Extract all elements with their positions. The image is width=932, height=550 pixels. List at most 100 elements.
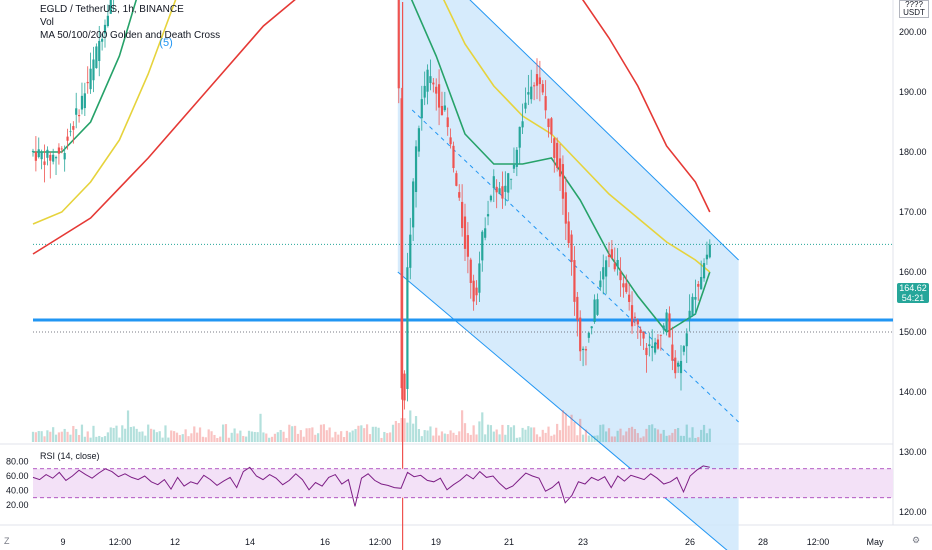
volume-bar xyxy=(429,426,432,442)
candle-body xyxy=(478,263,481,293)
time-tick-label: 12:00 xyxy=(807,537,830,547)
candle-body xyxy=(75,108,78,115)
time-tick-label: 12:00 xyxy=(109,537,132,547)
volume-bar xyxy=(83,436,86,442)
gear-icon[interactable]: ⚙ xyxy=(912,535,921,545)
wave-label: (5) xyxy=(159,37,172,49)
time-tick-label: 21 xyxy=(504,537,514,547)
volume-bar xyxy=(219,436,222,442)
volume-bar xyxy=(69,434,72,442)
price-tick-label: 200.00 xyxy=(899,27,927,37)
volume-bar xyxy=(49,431,52,442)
candle-body xyxy=(547,118,550,128)
volume-bar xyxy=(270,436,274,442)
candle-body xyxy=(109,0,112,14)
time-tick-label: 12 xyxy=(170,537,180,547)
volume-bar xyxy=(481,412,484,442)
volume-bar xyxy=(576,435,579,442)
volume-bar xyxy=(144,435,147,442)
volume-bar xyxy=(129,426,133,442)
candle-body xyxy=(697,283,700,287)
volume-bar xyxy=(662,429,665,442)
volume-bar xyxy=(210,431,213,442)
volume-bar xyxy=(296,433,300,442)
volume-bar xyxy=(158,431,161,442)
candle-body xyxy=(521,121,524,128)
candle-body xyxy=(535,74,539,86)
volume-bar xyxy=(593,435,596,442)
volume-bar xyxy=(239,430,242,442)
candle-body xyxy=(619,271,622,281)
candle-body xyxy=(43,161,46,165)
channel-upper-line xyxy=(469,0,739,261)
volume-bar xyxy=(236,433,239,442)
volume-bar xyxy=(276,432,279,442)
volume-bar xyxy=(253,431,256,442)
candle-body xyxy=(66,136,69,141)
volume-bar xyxy=(198,427,202,442)
candle-body xyxy=(613,263,616,270)
candle-body xyxy=(449,137,452,145)
volume-bar xyxy=(619,428,622,442)
volume-bar xyxy=(262,432,265,442)
candle-body xyxy=(570,234,573,262)
candle-body xyxy=(622,283,625,288)
volume-bar xyxy=(564,413,567,442)
volume-bar xyxy=(37,431,40,442)
candle-body xyxy=(524,102,527,109)
candle-body xyxy=(458,192,461,198)
volume-bar xyxy=(31,431,35,442)
volume-bar xyxy=(311,427,314,442)
volume-bar xyxy=(345,430,349,442)
volume-bar xyxy=(648,425,651,442)
volume-bar xyxy=(265,433,268,442)
volume-bar xyxy=(527,426,530,442)
candles xyxy=(31,0,711,550)
volume-bar xyxy=(181,434,184,442)
volume-bar xyxy=(380,437,383,442)
volume-bar xyxy=(458,431,461,442)
time-tick-label: 12:00 xyxy=(369,537,392,547)
rsi-label: RSI (14, close) xyxy=(40,451,100,461)
currency-selector[interactable]: ???? USDT xyxy=(899,0,929,18)
volume-bar xyxy=(685,424,688,442)
volume-bar xyxy=(550,435,553,442)
volume-bar xyxy=(665,435,668,442)
zoom-icon[interactable]: Z xyxy=(4,536,10,546)
volume-bar xyxy=(668,435,671,442)
volume-bar xyxy=(636,433,639,442)
volume-bar xyxy=(633,429,637,442)
price-tick-label: 160.00 xyxy=(899,267,927,277)
volume-bar xyxy=(187,436,190,442)
volume-bar xyxy=(245,436,248,442)
time-tick-label: 16 xyxy=(320,537,330,547)
candle-body xyxy=(694,297,697,300)
price-tick-label: 150.00 xyxy=(899,327,927,337)
price-tick-label: 180.00 xyxy=(899,147,927,157)
volume-bar xyxy=(556,423,559,442)
candle-body xyxy=(417,128,421,152)
volume-bar xyxy=(414,416,418,442)
volume-bar xyxy=(118,437,121,442)
candle-body xyxy=(406,267,409,389)
volume-bar xyxy=(247,430,251,442)
volume-bar xyxy=(426,430,429,442)
candle-body xyxy=(564,192,567,224)
volume-bar xyxy=(472,425,475,442)
rsi-line xyxy=(32,465,710,507)
volume-bar xyxy=(651,424,654,442)
volume-bar xyxy=(461,410,464,442)
volume-bar xyxy=(317,433,320,442)
volume-bar xyxy=(103,436,107,442)
candle-body xyxy=(34,151,37,161)
rsi-tick-label: 60.00 xyxy=(6,471,29,481)
candle-body xyxy=(679,360,683,374)
candle-body xyxy=(420,99,423,119)
volume-bar xyxy=(340,431,343,442)
volume-bar xyxy=(80,424,84,442)
volume-bar xyxy=(463,423,467,442)
volume-bar xyxy=(75,429,78,442)
volume-bar xyxy=(221,424,225,442)
candle-body xyxy=(605,260,608,277)
